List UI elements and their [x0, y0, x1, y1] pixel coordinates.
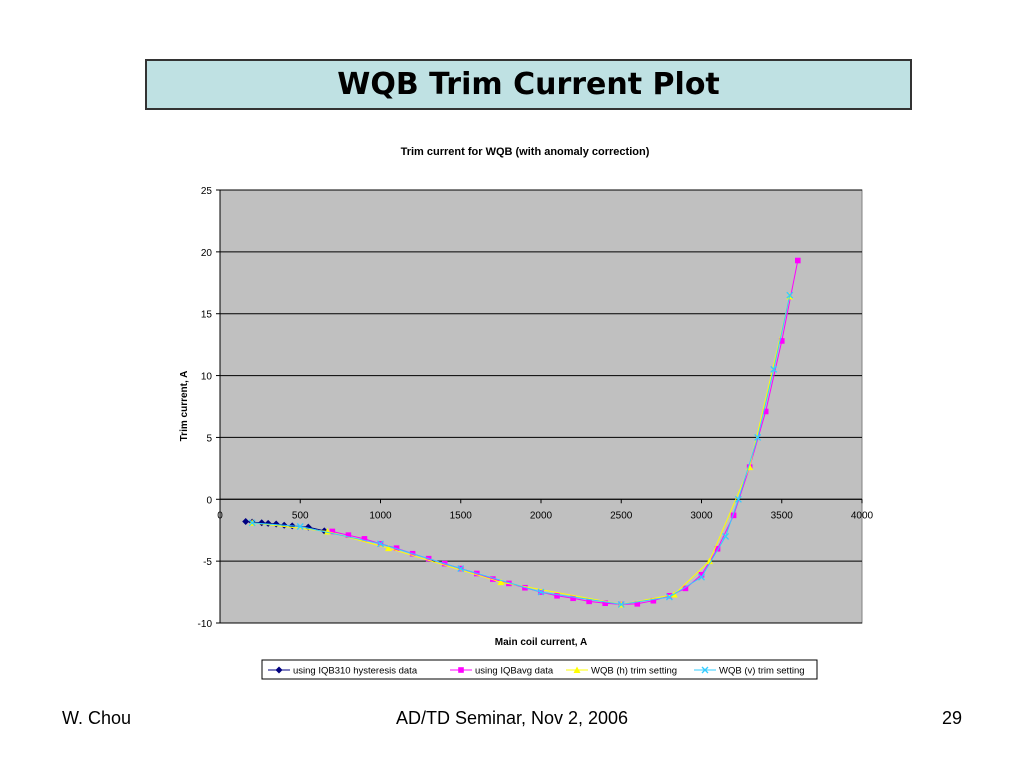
- y-axis-label: Trim current, A: [179, 371, 190, 442]
- data-point: [730, 512, 737, 519]
- data-point: [457, 565, 465, 573]
- data-point: [795, 257, 801, 264]
- data-point: [345, 532, 352, 538]
- y-tick-label: -10: [198, 619, 213, 630]
- data-point: [497, 578, 505, 586]
- data-point: [617, 600, 625, 608]
- data-point: [650, 597, 657, 604]
- legend-marker: [701, 666, 709, 674]
- y-tick-label: 25: [201, 186, 213, 197]
- series-group: [242, 257, 801, 608]
- data-point: [634, 601, 641, 607]
- data-point: [296, 523, 304, 530]
- legend-marker: [275, 666, 283, 674]
- data-point: [698, 573, 705, 581]
- data-point: [377, 540, 384, 548]
- legend: using IQB310 hysteresis data using IQBavg…: [261, 659, 818, 680]
- footer-author: W. Chou: [62, 708, 132, 728]
- x-tick-label: 4000: [851, 510, 874, 521]
- legend-marker: [573, 666, 581, 673]
- x-tick-label: 1500: [450, 510, 473, 521]
- x-tick-label: 1000: [369, 510, 392, 521]
- x-tick-label: 3500: [771, 510, 794, 521]
- y-tick-label: 5: [206, 433, 212, 444]
- slide-title: WQB Trim Current Plot: [337, 67, 720, 102]
- data-point: [602, 600, 608, 607]
- data-point: [554, 592, 560, 599]
- y-tick-label: 10: [201, 372, 213, 383]
- data-point: [770, 365, 778, 373]
- chart-title: Trim current for WQB (with anomaly corre…: [401, 146, 650, 158]
- x-tick-label: 500: [292, 510, 309, 521]
- chart: Trim current for WQB (with anomaly corre…: [179, 146, 874, 680]
- data-point: [586, 598, 592, 605]
- data-point: [698, 571, 705, 578]
- series-4: [248, 291, 794, 608]
- data-point: [248, 519, 256, 527]
- data-point: [754, 433, 762, 441]
- x-tick-label: 3000: [690, 510, 713, 521]
- data-point: [706, 557, 714, 565]
- x-tick-label: 0: [217, 510, 223, 521]
- data-point: [722, 532, 730, 540]
- data-point: [537, 588, 545, 596]
- data-point: [393, 545, 400, 551]
- y-tick-label: 20: [201, 248, 213, 259]
- data-point: [570, 595, 576, 602]
- legend-marker: [458, 667, 464, 673]
- data-point: [734, 495, 742, 503]
- legend-entry: using IQBavg data: [475, 666, 554, 677]
- data-point: [762, 408, 769, 415]
- data-point: [361, 536, 368, 542]
- footer-event: AD/TD Seminar, Nov 2, 2006: [395, 708, 629, 728]
- x-tick-label: 2500: [610, 510, 633, 521]
- page-number: 29: [941, 708, 962, 728]
- y-tick-label: 15: [201, 310, 213, 321]
- data-point: [714, 545, 721, 552]
- slide-title-box: WQB Trim Current Plot: [145, 59, 912, 110]
- axes: -10 -5 0 5 10 15 20 25 0 500 1000 1500 2000 2500 3000 3…: [198, 186, 874, 630]
- y-tick-label: -5: [203, 557, 212, 568]
- plot-area: [219, 189, 863, 624]
- data-point: [778, 338, 785, 344]
- x-axis-label: Main coil current, A: [495, 637, 587, 648]
- data-point: [329, 528, 336, 535]
- data-point: [490, 576, 496, 582]
- data-point: [242, 518, 250, 526]
- data-point: [786, 291, 794, 299]
- legend-box: [261, 659, 818, 680]
- y-tick-label: 0: [206, 495, 212, 506]
- legend-entry: using IQB310 hysteresis data: [293, 666, 418, 677]
- x-tick-label: 2000: [530, 510, 553, 521]
- data-point: [682, 585, 689, 592]
- legend-entry: WQB (v) trim setting: [719, 666, 805, 677]
- legend-entry: WQB (h) trim setting: [591, 666, 677, 677]
- data-point: [665, 593, 673, 601]
- data-point: [385, 544, 393, 552]
